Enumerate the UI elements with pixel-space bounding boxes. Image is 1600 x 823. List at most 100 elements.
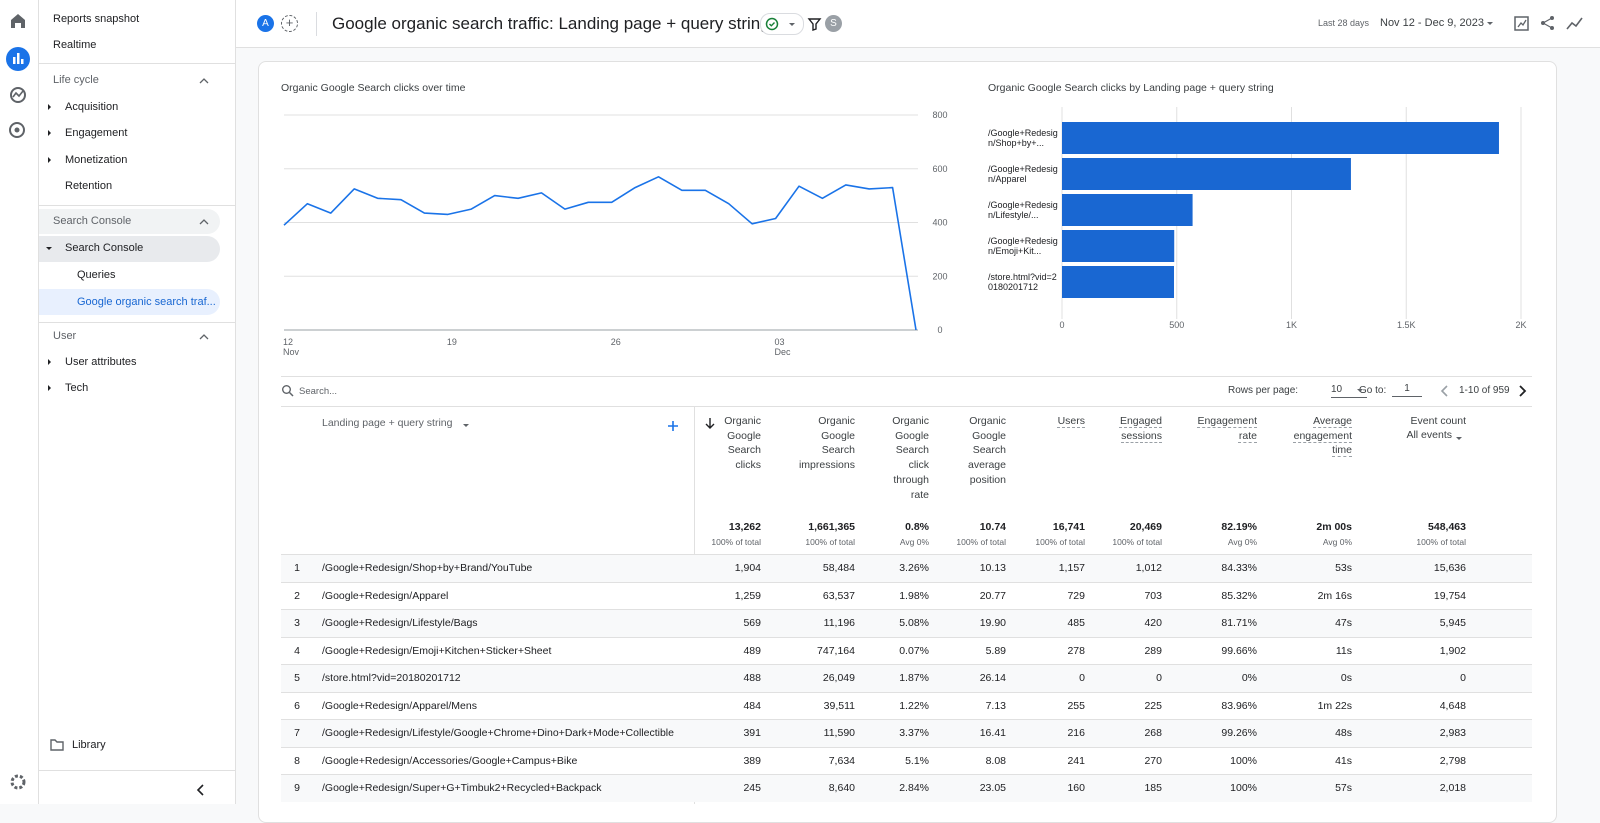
row-value: 160 (1067, 782, 1085, 794)
advertising-icon[interactable] (9, 122, 25, 138)
customize-icon[interactable] (1514, 16, 1529, 31)
goto-label: Go to: (1359, 385, 1387, 396)
column-header[interactable]: Organic Google Search average position (968, 415, 1006, 486)
column-filter[interactable]: All events (1406, 429, 1452, 441)
nav-item[interactable]: Library (72, 739, 106, 751)
search-handle (288, 391, 294, 397)
prev-page[interactable] (1440, 385, 1448, 397)
nav-section[interactable]: Search Console (53, 215, 132, 227)
table-row[interactable] (281, 636, 1532, 664)
row-dimension[interactable]: /Google+Redesign/Accessories/Google+Camp… (322, 754, 578, 767)
row-value: 1,157 (1058, 562, 1085, 574)
row-value: 2,798 (1439, 754, 1466, 767)
x-tick-label: 19 (446, 337, 457, 347)
home-icon[interactable] (11, 14, 25, 28)
comparison-avatar[interactable]: A (257, 15, 274, 32)
rows-per-page[interactable]: 10 (1331, 384, 1367, 398)
row-value: 100% (1230, 754, 1257, 767)
row-number: 6 (294, 699, 300, 712)
nav-item[interactable]: Engagement (65, 127, 128, 139)
row-value: 185 (1144, 782, 1162, 794)
nav-item[interactable]: Reports snapshot (53, 13, 140, 25)
column-header[interactable]: Event count (1410, 415, 1466, 427)
expand-arrow[interactable] (46, 247, 52, 250)
row-dimension[interactable]: /Google+Redesign/Apparel (322, 589, 449, 602)
collapse-sidebar[interactable] (196, 784, 204, 796)
divider (39, 322, 235, 323)
reports-icon (13, 57, 16, 64)
sort-arrow[interactable] (704, 417, 716, 431)
row-dimension[interactable]: /Google+Redesign/Shop+by+Brand/YouTube (322, 562, 533, 574)
nav-item[interactable]: Retention (65, 180, 113, 192)
nav-item[interactable]: Monetization (65, 154, 128, 166)
row-value: 1.87% (899, 672, 929, 684)
expand-arrow[interactable] (48, 385, 51, 391)
next-page[interactable] (1519, 385, 1527, 397)
row-number: 7 (294, 727, 300, 739)
row-dimension[interactable]: /store.html?vid=20180201712 (322, 672, 461, 684)
filter-badge[interactable]: S (825, 15, 842, 32)
row-value: 391 (743, 727, 761, 739)
row-value: 420 (1144, 617, 1162, 629)
settings-icon[interactable] (10, 774, 26, 790)
table-search[interactable]: Search... (299, 386, 338, 397)
add-comparison[interactable]: + (281, 15, 298, 32)
goto-input[interactable]: 1 (1392, 383, 1422, 397)
row-dimension[interactable]: /Google+Redesign/Lifestyle/Google+Chrome… (322, 727, 674, 739)
date-caret[interactable] (1487, 22, 1493, 25)
table-row[interactable] (281, 554, 1532, 582)
rail-icons (6, 14, 30, 790)
divider (39, 770, 235, 771)
x-tick-label: 26 (610, 337, 621, 347)
row-value: 47s (1335, 617, 1352, 629)
nav-item[interactable]: Queries (77, 269, 116, 281)
column-total: 0.8% (905, 521, 929, 533)
collapse-caret[interactable] (199, 219, 209, 225)
nav-item[interactable]: Realtime (53, 39, 97, 51)
column-header[interactable]: Organic Google Search clicks (724, 415, 761, 472)
add-dimension[interactable] (668, 421, 678, 431)
row-value: 7.13 (985, 699, 1006, 712)
column-header[interactable]: Engaged sessions (1119, 415, 1162, 442)
expand-arrow[interactable] (48, 104, 51, 110)
dimension-header[interactable]: Landing page + query string (322, 417, 453, 429)
expand-arrow[interactable] (48, 130, 51, 136)
column-header[interactable]: Users (1057, 415, 1085, 427)
expand-arrow[interactable] (48, 157, 51, 163)
y-tick-label: 200 (932, 271, 947, 281)
insights-icon[interactable] (1566, 17, 1583, 30)
nav-item[interactable]: Acquisition (65, 101, 119, 113)
collapse-caret[interactable] (199, 334, 209, 340)
column-header[interactable]: Organic Google Search impressions (798, 415, 855, 472)
nav-item[interactable]: Search Console (65, 242, 144, 254)
column-header[interactable]: Engagement rate (1197, 415, 1257, 442)
table-row[interactable] (281, 746, 1532, 774)
filter-icon[interactable] (807, 18, 822, 31)
row-value: 84.33% (1221, 562, 1257, 574)
row-dimension[interactable]: /Google+Redesign/Super+G+Timbuk2+Recycle… (322, 782, 602, 794)
nav-item-selected[interactable]: Google organic search traf... (77, 296, 216, 308)
row-dimension[interactable]: /Google+Redesign/Lifestyle/Bags (322, 617, 478, 629)
date-range[interactable]: Nov 12 - Dec 9, 2023 (1380, 17, 1484, 29)
table-row[interactable] (281, 774, 1532, 802)
table-row[interactable] (281, 609, 1532, 637)
nav-item[interactable]: User attributes (65, 356, 137, 368)
explore-icon[interactable] (10, 87, 26, 103)
row-dimension[interactable]: /Google+Redesign/Apparel/Mens (322, 699, 477, 712)
column-header[interactable]: Average engagement time (1293, 415, 1352, 457)
table-row[interactable] (281, 719, 1532, 747)
dimension-caret[interactable] (463, 424, 469, 427)
rows-caret[interactable] (1357, 389, 1363, 392)
nav-section[interactable]: Life cycle (53, 74, 99, 86)
row-dimension[interactable]: /Google+Redesign/Emoji+Kitchen+Sticker+S… (322, 644, 552, 657)
table-row[interactable] (281, 581, 1532, 609)
row-value: 2.84% (899, 782, 929, 794)
table-row[interactable] (281, 691, 1532, 719)
table-row[interactable] (281, 664, 1532, 692)
nav-item[interactable]: Tech (65, 382, 89, 394)
line-series (283, 176, 917, 331)
collapse-caret[interactable] (199, 78, 209, 84)
nav-section[interactable]: User (53, 330, 77, 342)
expand-arrow[interactable] (48, 359, 51, 365)
column-header[interactable]: Organic Google Search click through rate (892, 415, 929, 501)
